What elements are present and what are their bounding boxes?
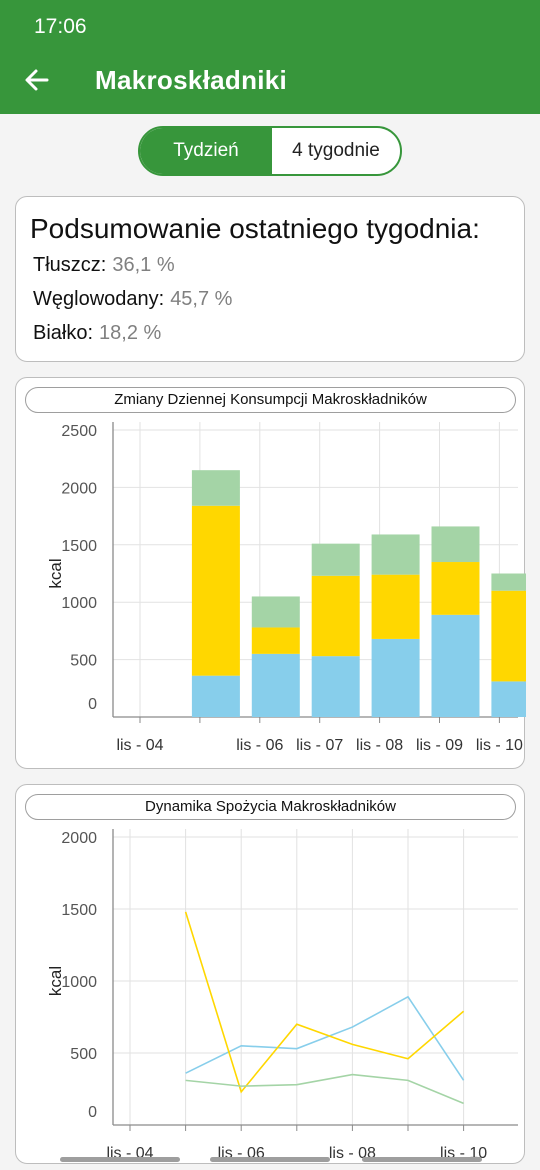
bar-segment	[191, 675, 240, 717]
period-toggle: Tydzień 4 tygodnie	[138, 126, 402, 176]
bar-segment	[371, 638, 420, 717]
status-time: 17:06	[34, 15, 87, 38]
y-tick-label: 1500	[61, 538, 97, 555]
app-bar: Makroskładniki	[0, 52, 540, 114]
bar-segment	[311, 543, 360, 576]
summary-row-protein: Białko: 18,2 %	[33, 322, 161, 345]
summary-heading: Podsumowanie ostatniego tygodnia:	[30, 213, 480, 244]
series-line	[185, 995, 465, 1081]
bar-segment	[491, 681, 526, 717]
y-tick-label: 1000	[61, 595, 97, 612]
x-tick-label: lis - 09	[416, 737, 463, 754]
bar-segment	[431, 562, 480, 615]
summary-label: Tłuszcz:	[33, 254, 107, 276]
nav-hint-right	[362, 1157, 482, 1162]
bar-segment	[371, 534, 420, 575]
macro-dynamics-chart-card: Dynamika Spożycia Makroskładników 0 500 10…	[15, 784, 525, 1164]
back-arrow-icon[interactable]	[22, 65, 52, 95]
bar-segment	[191, 470, 240, 506]
x-tick-label: lis - 04	[116, 737, 163, 754]
nav-hint-center	[210, 1157, 330, 1162]
y-tick-label: 0	[88, 696, 97, 713]
tab-week[interactable]: Tydzień	[140, 128, 272, 174]
bar-segment	[251, 596, 300, 628]
bar-segment	[191, 505, 240, 676]
series-line	[185, 1073, 464, 1105]
bar-segment	[371, 574, 420, 639]
summary-label: Białko:	[33, 322, 94, 344]
chart-title: Dynamika Spożycia Makroskładników	[25, 794, 516, 820]
stacked-bar-chart: 0 500 1000 1500 2000 2500 kcal lis - 04 lis - 06…	[46, 422, 526, 754]
chart-title: Zmiany Dziennej Konsumpcji Makroskładnik…	[25, 387, 516, 413]
y-axis-label: kcal	[46, 558, 65, 588]
series-line	[184, 911, 465, 1094]
summary-value: 36,1 %	[112, 254, 175, 276]
bar-segment	[311, 575, 360, 657]
status-bar: 17:06	[0, 0, 540, 52]
summary-card: Podsumowanie ostatniego tygodnia: Tłuszc…	[15, 196, 525, 362]
summary-row-carbs: Węglowodany: 45,7 %	[33, 288, 232, 311]
x-tick-label: lis - 07	[296, 737, 343, 754]
x-tick-label: lis - 10	[476, 737, 523, 754]
summary-value: 18,2 %	[99, 322, 162, 344]
tab-4-weeks[interactable]: 4 tygodnie	[292, 140, 380, 161]
bar-segment	[431, 526, 480, 563]
daily-macros-chart-card: Zmiany Dziennej Konsumpcji Makroskładnik…	[15, 377, 526, 769]
summary-value: 45,7 %	[170, 288, 233, 310]
bar-segment	[311, 656, 360, 717]
y-tick-label: 500	[70, 1046, 97, 1063]
bar-segment	[491, 573, 526, 591]
x-tick-label: lis - 06	[236, 737, 283, 754]
y-tick-label: 1500	[61, 902, 97, 919]
nav-hint-left	[60, 1157, 180, 1162]
y-tick-label: 2500	[61, 423, 97, 440]
summary-label: Węglowodany:	[33, 288, 165, 310]
bar-segment	[431, 614, 480, 717]
bar-segment	[251, 627, 300, 654]
y-axis-label: kcal	[46, 966, 65, 996]
y-tick-label: 2000	[61, 830, 97, 847]
bar-segment	[491, 590, 526, 682]
x-tick-label: lis - 08	[356, 737, 403, 754]
y-tick-label: 1000	[61, 974, 97, 991]
summary-row-fat: Tłuszcz: 36,1 %	[33, 254, 175, 277]
y-tick-label: 0	[88, 1104, 97, 1121]
y-tick-label: 500	[70, 653, 97, 670]
page-title: Makroskładniki	[95, 65, 288, 95]
bar-segment	[251, 653, 300, 717]
y-tick-label: 2000	[61, 480, 97, 497]
